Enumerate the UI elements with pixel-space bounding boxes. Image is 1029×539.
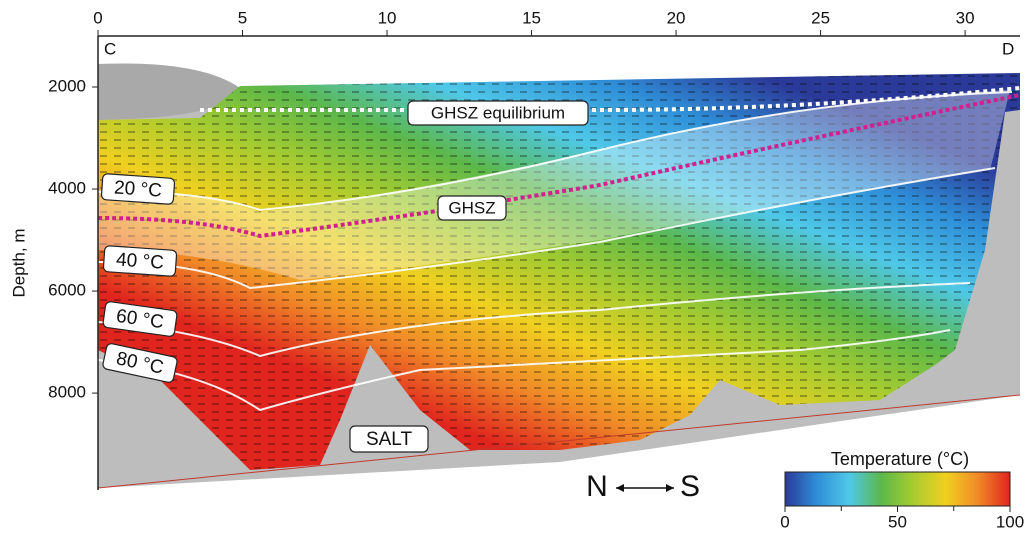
ghsz-equilibrium-line	[200, 86, 1021, 112]
y-axis-label: Depth, m	[9, 229, 28, 298]
end-label: D	[1002, 39, 1014, 58]
x-tick-label: 5	[238, 8, 247, 27]
label-box	[100, 173, 176, 205]
colorbar-tick-label: 0	[780, 512, 789, 531]
x-tick-label: 15	[522, 8, 541, 27]
isotherm-label: 40 °C	[115, 249, 164, 273]
temperature-section	[98, 73, 1020, 470]
colorbar	[784, 471, 1011, 507]
colorbar-tick-label: 50	[888, 512, 907, 531]
isotherm	[97, 282, 971, 358]
x-tick-label: 25	[811, 8, 830, 27]
y-tick-label: 2000	[48, 76, 86, 95]
y-tick-label: 4000	[48, 179, 86, 198]
direction-label: N	[586, 470, 608, 503]
isotherm	[97, 329, 951, 412]
y-tick-label: 6000	[48, 281, 86, 300]
label-box	[102, 245, 178, 277]
colorbar-tick-label: 100	[996, 512, 1024, 531]
x-tick-label: 10	[378, 8, 397, 27]
x-tick-label: 20	[667, 8, 686, 27]
label-box	[407, 100, 589, 126]
annotation: SALT	[366, 429, 413, 450]
label-box	[437, 195, 507, 221]
isotherm-label: 20 °C	[113, 177, 162, 201]
isotherm	[97, 91, 1013, 212]
annotation: GHSZ equilibrium	[431, 103, 565, 122]
y-tick-label: 8000	[48, 383, 86, 402]
salt-lens	[98, 63, 240, 120]
ghsz-line	[97, 93, 1021, 239]
colorbar-title: Temperature (°C)	[831, 449, 969, 469]
label-box	[349, 425, 429, 453]
direction-label: S	[680, 470, 700, 503]
x-tick-label: 0	[93, 8, 102, 27]
isotherm	[97, 167, 996, 290]
label-box	[102, 343, 178, 383]
x-tick-label: 30	[956, 8, 975, 27]
annotation: GHSZ	[448, 198, 495, 217]
end-label: C	[104, 39, 116, 58]
label-box	[102, 301, 178, 337]
sea-floor-base	[97, 394, 1021, 489]
